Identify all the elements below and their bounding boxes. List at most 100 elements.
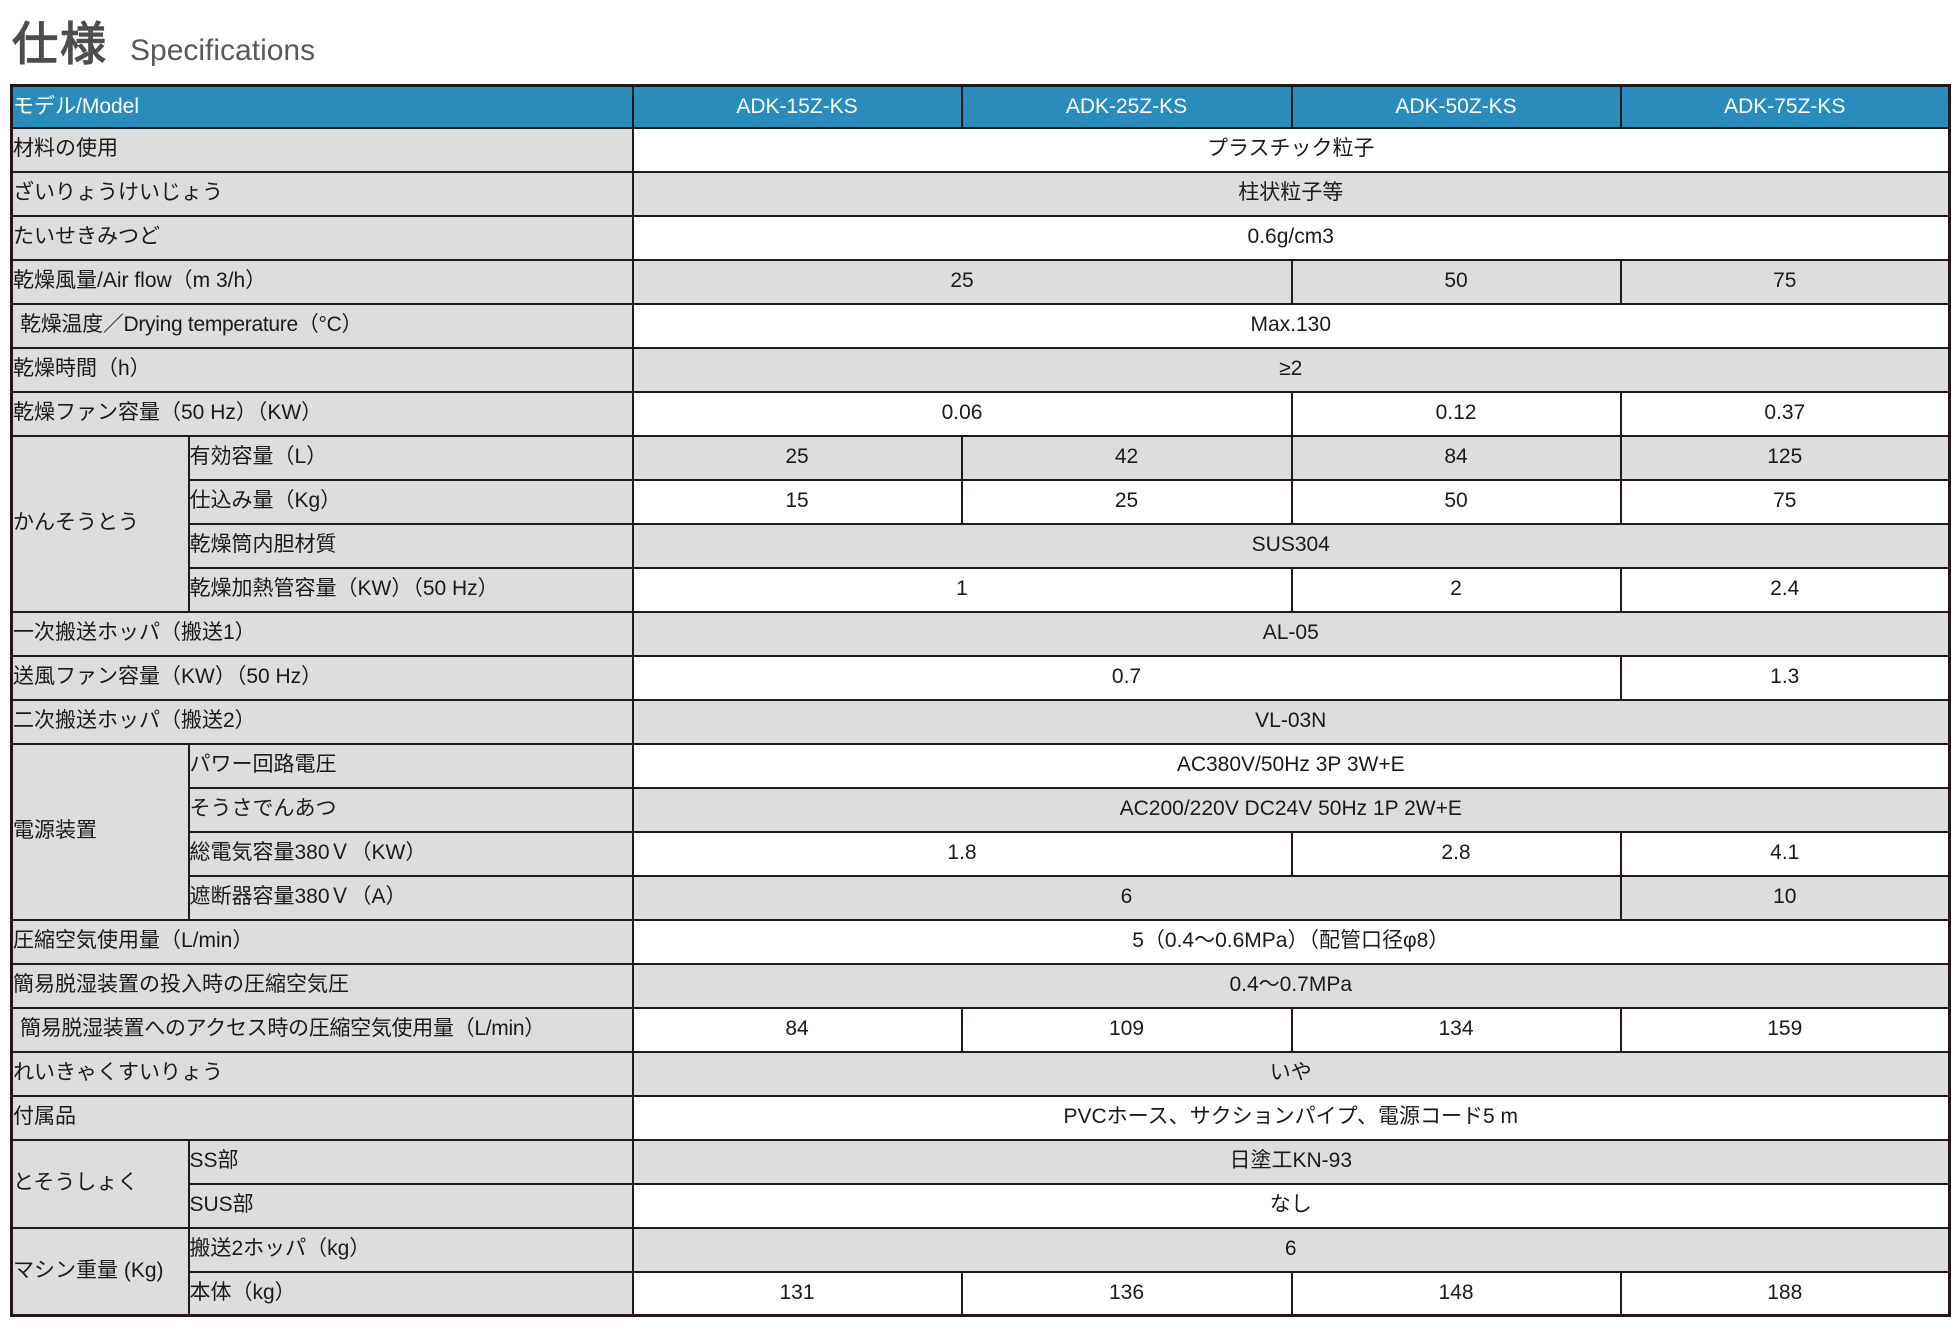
table-row: 簡易脱湿装置へのアクセス時の圧縮空気使用量（L/min） 84 109 134 159 [10,1006,1951,1053]
spec-value: 1 [631,566,1293,613]
page-title: 仕様 Specifications [0,0,1958,70]
model-column-header: ADK-15Z-KS [631,84,963,129]
spec-value: いや [631,1050,1951,1097]
spec-value: Max.130 [631,302,1951,349]
spec-value: AC200/220V DC24V 50Hz 1P 2W+E [631,786,1951,833]
table-row: SUS部 なし [12,1182,1951,1229]
group-label: とそうしょく [10,1138,190,1229]
spec-value: 84 [1290,434,1622,481]
spec-value: 日塗工KN-93 [631,1138,1951,1185]
table-row: たいせきみつど 0.6g/cm3 [10,214,1951,261]
spec-value: 1.3 [1619,654,1951,701]
table-row: 仕込み量（Kg） 15 25 50 75 [12,478,1951,525]
table-row: 電源装置 パワー回路電圧 AC380V/50Hz 3P 3W+E [10,742,1951,921]
row-label: 乾燥加熱管容量（KW）（50 Hz） [187,566,634,613]
spec-value: AL-05 [631,610,1951,657]
spec-value: 75 [1619,258,1951,305]
table-row: 乾燥加熱管容量（KW）（50 Hz） 1 2 2.4 [12,566,1951,613]
spec-table: モデル/Model ADK-15Z-KS ADK-25Z-KS ADK-50Z-KS A… [10,84,1951,1317]
table-row: 乾燥ファン容量（50 Hz）（KW） 0.06 0.12 0.37 [10,390,1951,437]
table-row: 乾燥筒内胆材質 SUS304 [12,522,1951,569]
spec-value: 134 [1290,1006,1622,1053]
spec-value: 42 [960,434,1293,481]
spec-value: 0.7 [631,654,1622,701]
group-label: 電源装置 [10,742,190,921]
row-label: パワー回路電圧 [187,742,634,789]
spec-value: 5（0.4～0.6MPa）（配管口径φ8） [631,918,1951,965]
spec-value: 0.12 [1290,390,1622,437]
row-label: 総電気容量380Ｖ（KW） [187,830,634,877]
table-row: 遮断器容量380Ｖ（A） 6 10 [12,874,1951,921]
spec-value: 0.06 [631,390,1293,437]
spec-value: 25 [631,434,963,481]
spec-value: 0.37 [1619,390,1951,437]
spec-value: 50 [1290,478,1622,525]
spec-value: 125 [1619,434,1951,481]
spec-value: 25 [960,478,1293,525]
table-row: 送風ファン容量（KW）（50 Hz） 0.7 1.3 [10,654,1951,701]
model-column-header: ADK-25Z-KS [960,84,1293,129]
table-row: 二次搬送ホッパ（搬送2） VL-03N [10,698,1951,745]
spec-value: 75 [1619,478,1951,525]
spec-value: 6 [631,1226,1951,1273]
table-row: 材料の使用 プラスチック粒子 [10,126,1951,173]
spec-value: 136 [960,1270,1293,1317]
spec-value: 148 [1290,1270,1622,1317]
spec-value: 15 [631,478,963,525]
group-label: マシン重量 (Kg) [10,1226,190,1317]
row-label: 搬送2ホッパ（kg） [187,1226,634,1273]
spec-value: 4.1 [1619,830,1951,877]
spec-value: プラスチック粒子 [631,126,1951,173]
row-label: 本体（kg） [187,1270,634,1317]
spec-value: 1.8 [631,830,1293,877]
row-label: 簡易脱湿装置へのアクセス時の圧縮空気使用量（L/min） [10,1006,634,1053]
table-row: かんそうとう 有効容量（L） 25 42 84 125 [10,434,1951,613]
row-label: 遮断器容量380Ｖ（A） [187,874,634,921]
row-label: 乾燥ファン容量（50 Hz）（KW） [10,390,634,437]
row-label: 材料の使用 [10,126,634,173]
spec-value: ≥2 [631,346,1951,393]
table-row: 一次搬送ホッパ（搬送1） AL-05 [10,610,1951,657]
spec-value: 6 [631,874,1622,921]
table-row: 圧縮空気使用量（L/min） 5（0.4～0.6MPa）（配管口径φ8） [10,918,1951,965]
row-label: たいせきみつど [10,214,634,261]
table-row: 乾燥風量/Air flow（m 3/h） 25 50 75 [10,258,1951,305]
table-row: とそうしょく SS部 日塗工KN-93 [10,1138,1951,1229]
row-label: 乾燥温度／Drying temperature（°C） [10,302,634,349]
spec-value: 25 [631,258,1293,305]
table-row: 付属品 PVCホース、サクションパイプ、電源コード5 m [10,1094,1951,1141]
model-column-header: ADK-50Z-KS [1290,84,1622,129]
row-label: SS部 [187,1138,634,1185]
page-title-english: Specifications [130,34,316,67]
spec-value: 2.8 [1290,830,1622,877]
table-row: れいきゃくすいりょう いや [10,1050,1951,1097]
spec-value: AC380V/50Hz 3P 3W+E [631,742,1951,789]
group-label: かんそうとう [10,434,190,613]
row-label: 一次搬送ホッパ（搬送1） [10,610,634,657]
row-label: 簡易脱湿装置の投入時の圧縮空気圧 [10,962,634,1009]
spec-table-body: 材料の使用 プラスチック粒子 ざいりょうけいじょう 柱状粒子等 たいせきみつど 0.6g/… [10,126,1951,1317]
row-label: 二次搬送ホッパ（搬送2） [10,698,634,745]
row-label: 乾燥筒内胆材質 [187,522,634,569]
spec-value: VL-03N [631,698,1951,745]
row-label: SUS部 [187,1182,634,1229]
row-label: 乾燥時間（h） [10,346,634,393]
table-row: そうさでんあつ AC200/220V DC24V 50Hz 1P 2W+E [12,786,1951,833]
spec-value: 柱状粒子等 [631,170,1951,217]
row-label: 有効容量（L） [187,434,634,481]
row-label: 仕込み量（Kg） [187,478,634,525]
spec-value: 50 [1290,258,1622,305]
spec-value: 159 [1619,1006,1951,1053]
spec-value: 84 [631,1006,963,1053]
table-row: ざいりょうけいじょう 柱状粒子等 [10,170,1951,217]
table-row: 簡易脱湿装置の投入時の圧縮空気圧 0.4～0.7MPa [10,962,1951,1009]
spec-value: 10 [1619,874,1951,921]
table-row: マシン重量 (Kg) 搬送2ホッパ（kg） 6 [10,1226,1951,1317]
spec-value: なし [631,1182,1951,1229]
row-label: 送風ファン容量（KW）（50 Hz） [10,654,634,701]
row-label: そうさでんあつ [187,786,634,833]
spec-table-header: モデル/Model ADK-15Z-KS ADK-25Z-KS ADK-50Z-KS A… [10,84,1951,129]
spec-value: 2.4 [1619,566,1951,613]
spec-value: 131 [631,1270,963,1317]
row-label: 圧縮空気使用量（L/min） [10,918,634,965]
